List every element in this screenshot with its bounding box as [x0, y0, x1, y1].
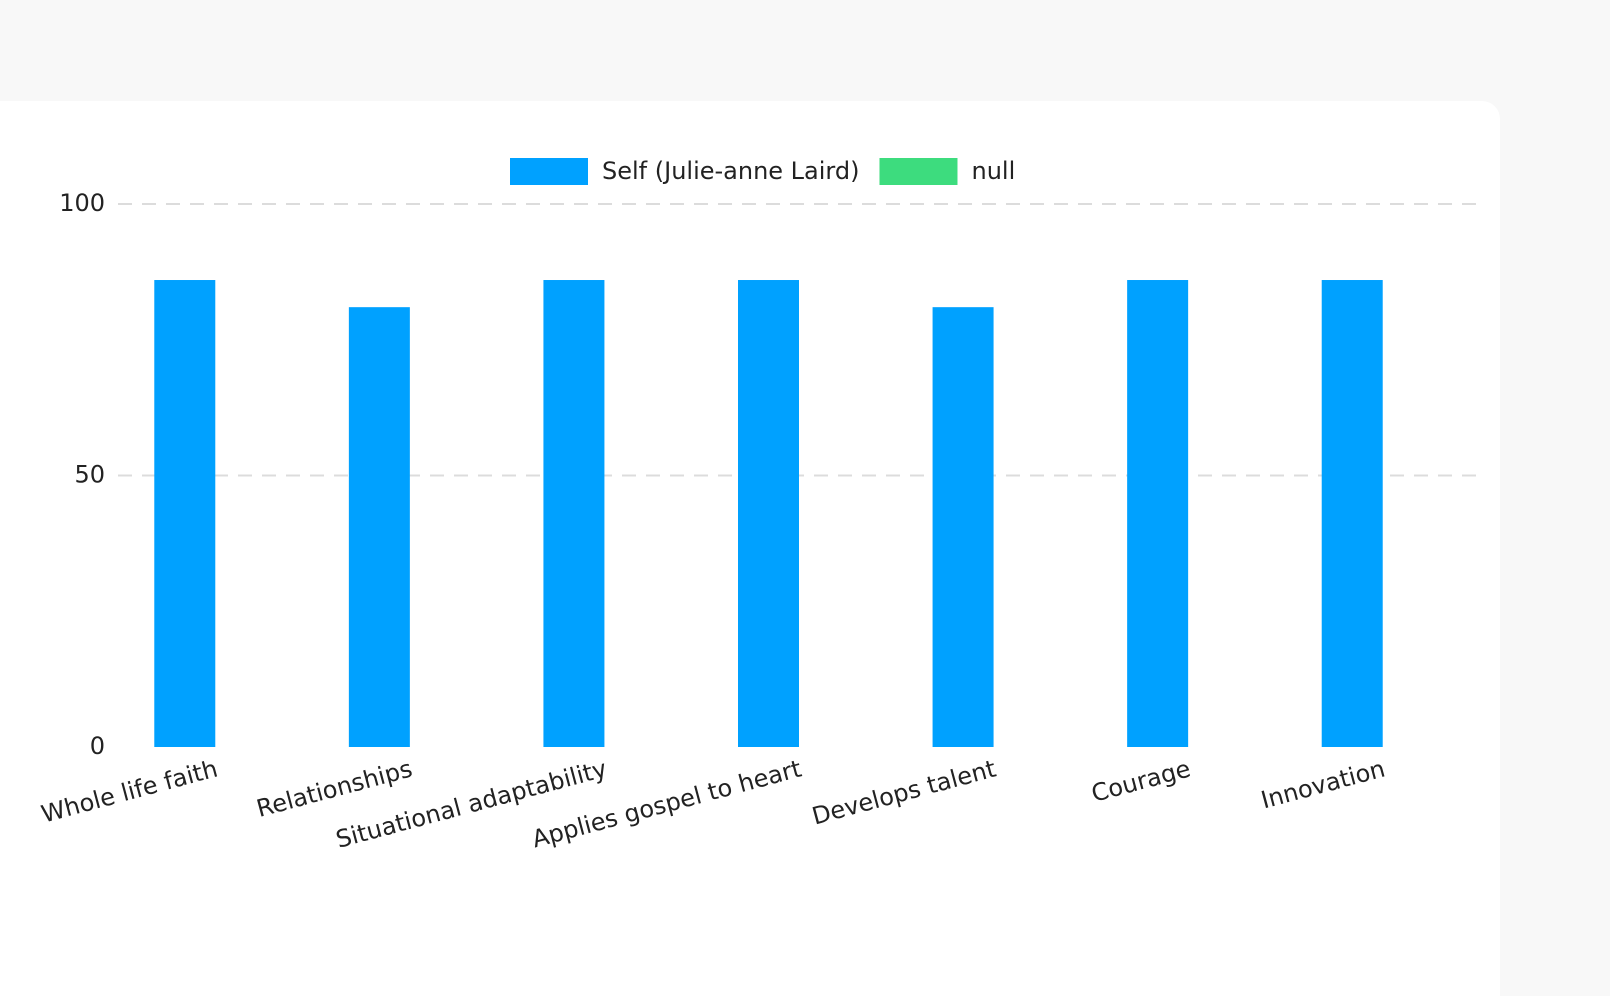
bar	[932, 307, 994, 747]
y-tick-label: 100	[59, 189, 105, 217]
bar	[348, 307, 410, 747]
x-tick-label: Develops talent	[809, 755, 999, 831]
legend-swatch	[879, 158, 958, 185]
bar	[1127, 280, 1189, 747]
x-tick-label: Courage	[1088, 755, 1193, 808]
bar	[1321, 280, 1383, 747]
legend-label: null	[971, 157, 1015, 185]
legend-swatch	[510, 158, 588, 185]
y-tick-label: 50	[74, 461, 105, 489]
legend-label: Self (Julie-anne Laird)	[602, 157, 859, 185]
x-tick-label: Innovation	[1258, 755, 1388, 815]
x-tick-label: Whole life faith	[38, 755, 220, 829]
bar	[154, 280, 216, 747]
bar	[738, 280, 799, 747]
y-tick-label: 0	[90, 732, 105, 760]
bar	[543, 280, 605, 747]
